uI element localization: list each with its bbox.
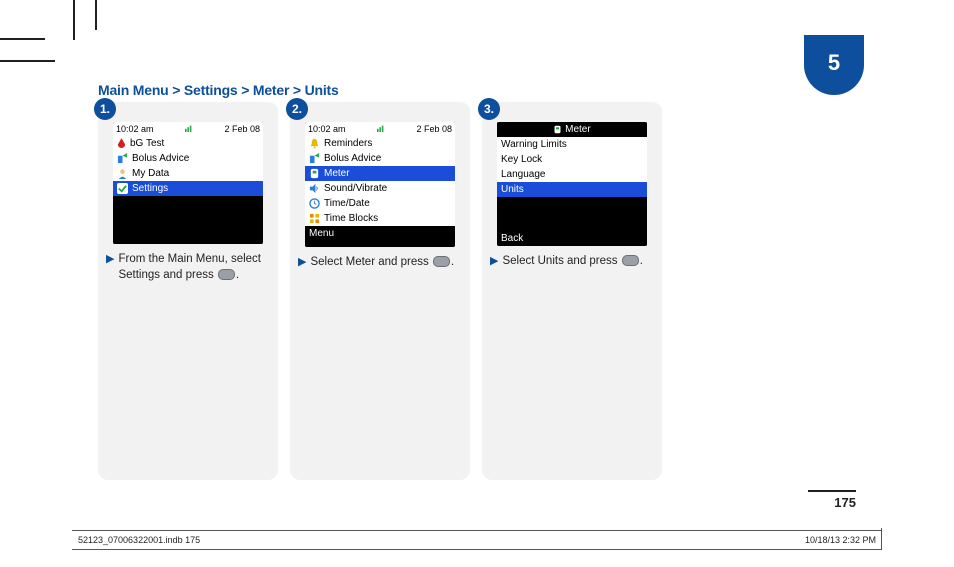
screen-filler — [113, 196, 263, 244]
arrow-icon: ▶ — [298, 255, 306, 271]
print-footer: 52123_07006322001.indb 175 10/18/13 2:32… — [72, 530, 882, 550]
menu-item-sound[interactable]: Sound/Vibrate — [305, 181, 455, 196]
menu-item-meter[interactable]: Meter — [305, 166, 455, 181]
menu-label: Settings — [132, 183, 168, 194]
menu-label: Time/Date — [324, 198, 370, 209]
status-bar: 10:02 am 2 Feb 08 — [305, 122, 455, 136]
menu-item-bg-test[interactable]: bG Test — [113, 136, 263, 151]
status-time: 10:02 am — [116, 124, 154, 134]
breadcrumb: Main Menu > Settings > Meter > Units — [98, 82, 339, 98]
status-time: 10:02 am — [308, 124, 346, 134]
clock-icon — [309, 198, 320, 209]
device-screen-3: Meter Warning Limits Key Lock Language U… — [497, 122, 647, 246]
speaker-icon — [309, 183, 320, 194]
instruction-pre: Select Units and press — [502, 255, 620, 267]
ok-button-icon — [433, 256, 450, 267]
instruction-text: Select Units and press . — [502, 254, 642, 270]
step-badge: 1. — [94, 98, 116, 120]
page-number: 175 — [808, 490, 856, 510]
menu-item-units[interactable]: Units — [497, 182, 647, 197]
person-icon — [117, 168, 128, 179]
menu-list: Reminders Bolus Advice Meter Sound/Vibra… — [305, 136, 455, 226]
bolus-icon — [117, 153, 128, 164]
bolus-icon — [309, 153, 320, 164]
menu-item-key-lock[interactable]: Key Lock — [497, 152, 647, 167]
status-date: 2 Feb 08 — [224, 124, 260, 134]
menu-label: Reminders — [324, 138, 372, 149]
menu-list: bG Test Bolus Advice My Data Settings — [113, 136, 263, 196]
menu-label: Time Blocks — [324, 213, 378, 224]
signal-icon — [185, 124, 193, 132]
step-instruction: ▶ Select Units and press . — [490, 254, 654, 270]
status-bar: 10:02 am 2 Feb 08 — [113, 122, 263, 136]
footer-tick — [881, 528, 882, 550]
screen-filler — [305, 241, 455, 247]
step-badge: 3. — [478, 98, 500, 120]
menu-label: Warning Limits — [501, 139, 567, 150]
ok-button-icon — [622, 255, 639, 266]
instruction-post: . — [451, 256, 454, 268]
menu-label: Sound/Vibrate — [324, 183, 387, 194]
meter-icon — [553, 125, 562, 134]
step-card-1: 1. 10:02 am 2 Feb 08 bG Test Bolus Advic… — [98, 102, 278, 480]
status-signal — [154, 124, 225, 134]
chapter-tab: 5 — [804, 35, 864, 95]
softkey-bar: Back — [497, 231, 647, 246]
screen-filler — [497, 197, 647, 231]
title-bar: Meter — [497, 122, 647, 137]
menu-label: Bolus Advice — [324, 153, 381, 164]
step-card-2: 2. 10:02 am 2 Feb 08 Reminders Bolus Adv… — [290, 102, 470, 480]
step-badge: 2. — [286, 98, 308, 120]
menu-item-reminders[interactable]: Reminders — [305, 136, 455, 151]
status-date: 2 Feb 08 — [416, 124, 452, 134]
instruction-text: Select Meter and press . — [310, 255, 454, 271]
menu-label: bG Test — [130, 138, 164, 149]
menu-item-language[interactable]: Language — [497, 167, 647, 182]
footer-left: 52123_07006322001.indb 175 — [78, 535, 200, 545]
menu-item-warning-limits[interactable]: Warning Limits — [497, 137, 647, 152]
signal-icon — [377, 124, 385, 132]
device-screen-2: 10:02 am 2 Feb 08 Reminders Bolus Advice — [305, 122, 455, 247]
blocks-icon — [309, 213, 320, 224]
menu-label: Bolus Advice — [132, 153, 189, 164]
instruction-text: From the Main Menu, select Settings and … — [118, 252, 270, 283]
instruction-post: . — [236, 269, 239, 281]
softkey-left[interactable]: Back — [501, 233, 523, 244]
menu-label: Language — [501, 169, 546, 180]
ok-button-icon — [218, 269, 235, 280]
status-signal — [346, 124, 417, 134]
title-bar-label: Meter — [565, 124, 591, 135]
drop-icon — [117, 138, 126, 149]
arrow-icon: ▶ — [490, 254, 498, 270]
menu-item-timeblocks[interactable]: Time Blocks — [305, 211, 455, 226]
step-instruction: ▶ From the Main Menu, select Settings an… — [106, 252, 270, 283]
footer-right: 10/18/13 2:32 PM — [805, 535, 876, 545]
device-screen-1: 10:02 am 2 Feb 08 bG Test Bolus Advice M… — [113, 122, 263, 244]
checklist-icon — [117, 183, 128, 194]
menu-label: Key Lock — [501, 154, 542, 165]
menu-label: My Data — [132, 168, 169, 179]
bell-icon — [309, 138, 320, 149]
instruction-post: . — [640, 255, 643, 267]
arrow-icon: ▶ — [106, 252, 114, 283]
meter-icon — [309, 168, 320, 179]
instruction-pre: From the Main Menu, select Settings and … — [118, 253, 261, 281]
menu-item-settings[interactable]: Settings — [113, 181, 263, 196]
step-instruction: ▶ Select Meter and press . — [298, 255, 462, 271]
menu-item-bolus[interactable]: Bolus Advice — [113, 151, 263, 166]
menu-list: Warning Limits Key Lock Language Units — [497, 137, 647, 197]
menu-label: Units — [501, 184, 524, 195]
menu-item-bolus[interactable]: Bolus Advice — [305, 151, 455, 166]
softkey-left[interactable]: Menu — [309, 228, 334, 239]
instruction-pre: Select Meter and press — [310, 256, 431, 268]
menu-item-mydata[interactable]: My Data — [113, 166, 263, 181]
softkey-bar: Menu — [305, 226, 455, 241]
menu-item-timedate[interactable]: Time/Date — [305, 196, 455, 211]
menu-label: Meter — [324, 168, 350, 179]
step-card-3: 3. Meter Warning Limits Key Lock Languag… — [482, 102, 662, 480]
steps-row: 1. 10:02 am 2 Feb 08 bG Test Bolus Advic… — [98, 102, 662, 480]
